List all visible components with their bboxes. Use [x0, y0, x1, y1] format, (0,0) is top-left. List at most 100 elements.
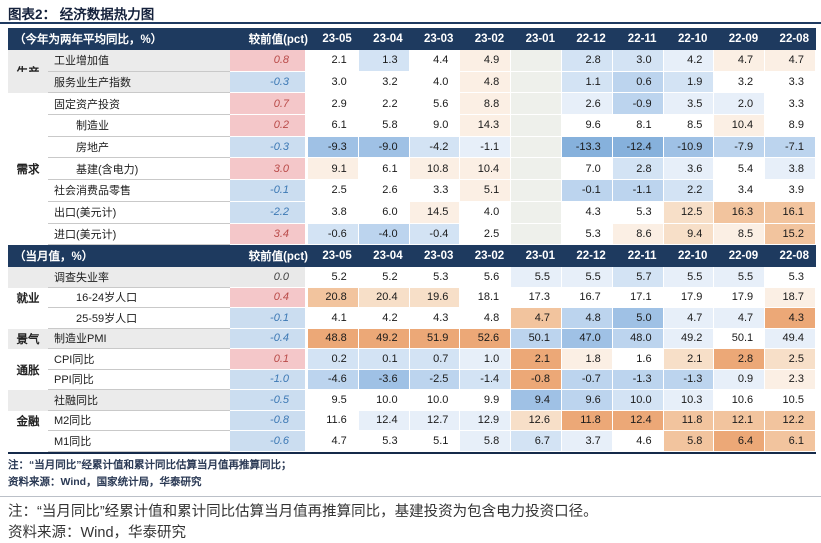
data-cell: 17.1	[612, 287, 664, 309]
row-label: PPI同比	[48, 370, 230, 391]
data-cell: 17.9	[663, 287, 715, 309]
prev-value-cell: -1.0	[230, 369, 308, 391]
data-cell: 5.7	[612, 267, 664, 288]
data-cell: 2.1	[663, 349, 715, 370]
data-cell: 3.2	[714, 71, 766, 94]
data-cell	[511, 223, 562, 246]
table-row: 出口(美元计) -2.2 3.8 6.0 14.5 4.0 4.3 5.3 12.5 16.3 16…	[8, 201, 816, 224]
column-header: 23-04	[373, 250, 403, 263]
data-cell: 7.0	[561, 158, 613, 181]
data-cell: 4.3	[765, 308, 816, 329]
data-cell: 3.9	[765, 180, 816, 202]
data-cell: 0.7	[409, 349, 461, 370]
data-cell: 5.3	[765, 267, 816, 288]
data-cell: -0.6	[308, 223, 359, 246]
data-cell: 9.4	[663, 223, 715, 246]
data-cell: 2.2	[663, 180, 715, 202]
data-cell: 1.3	[358, 50, 410, 72]
data-cell: 17.9	[714, 287, 766, 309]
data-cell: -1.1	[612, 180, 664, 202]
data-cell	[511, 115, 562, 137]
data-cell: 16.1	[765, 201, 816, 224]
data-cell: 1.0	[460, 349, 512, 370]
data-cell: 2.1	[308, 50, 359, 72]
data-cell: 4.4	[409, 50, 461, 72]
data-cell: 0.9	[714, 369, 766, 391]
prev-value-cell: 0.8	[230, 50, 308, 72]
data-cell: 2.2	[358, 93, 410, 116]
data-cell: 15.2	[765, 223, 816, 246]
group-cell	[8, 137, 48, 159]
group-cell: 金融	[8, 411, 48, 432]
data-cell: 8.8	[460, 93, 512, 116]
data-cell: 4.7	[308, 431, 359, 452]
data-cell	[511, 50, 562, 72]
prev-column-header: 较前值(pct)	[230, 28, 308, 50]
data-cell: 4.2	[663, 50, 715, 72]
group-label: 通胀	[16, 364, 40, 377]
data-cell: 3.8	[308, 201, 359, 224]
data-cell: 12.2	[765, 410, 816, 432]
group-cell	[8, 115, 48, 137]
data-cell: 5.1	[460, 180, 512, 202]
data-cell: 2.5	[308, 180, 359, 202]
data-cell: 5.8	[663, 431, 715, 452]
data-cell: 3.3	[409, 180, 461, 202]
row-label: M2同比	[48, 411, 230, 432]
data-cell: 5.3	[612, 201, 664, 224]
prev-value-cell: 0.0	[230, 267, 308, 288]
group-cell: 就业	[8, 288, 48, 309]
page-source-line: 资料来源：Wind，华泰研究	[8, 525, 187, 541]
data-cell: -1.3	[663, 369, 715, 391]
data-cell: 5.8	[460, 431, 512, 452]
prev-value-cell: -0.3	[230, 136, 308, 159]
data-cell: 12.7	[409, 410, 461, 432]
data-cell: 5.5	[714, 267, 766, 288]
data-cell	[511, 201, 562, 224]
data-cell: 20.4	[358, 287, 410, 309]
data-cell: 19.6	[409, 287, 461, 309]
data-cell: 1.6	[612, 349, 664, 370]
data-cell: -0.1	[561, 180, 613, 202]
data-cell: 4.9	[460, 50, 512, 72]
group-cell	[8, 267, 48, 288]
table-row: 通胀 CPI同比 0.1 0.2 0.1 0.7 1.0 2.1 1.8 1.6 2.1 2.8 2.5	[8, 349, 816, 377]
data-cell: 16.3	[714, 201, 766, 224]
data-cell: 5.1	[409, 431, 461, 452]
table-row: 进口(美元计) 3.4 -0.6 -4.0 -0.4 2.5 5.3 8.6 9.4 8.5 15.…	[8, 223, 816, 246]
data-cell: 4.1	[308, 308, 359, 329]
table-row: 制造业 0.2 6.1 5.8 9.0 14.3 9.6 8.1 8.5 10.4 8.9	[8, 115, 816, 137]
data-cell: 0.2	[308, 349, 359, 370]
column-header: 23-01	[525, 250, 555, 263]
data-cell: -7.9	[714, 136, 766, 159]
data-cell: 5.3	[358, 431, 410, 452]
data-cell: 14.3	[460, 115, 512, 137]
data-cell: 8.9	[765, 115, 816, 137]
data-cell: 9.0	[409, 115, 461, 137]
section-1: 生产工业增加值0.82.11.34.44.92.83.04.24.74.7服务业…	[8, 50, 816, 246]
data-cell: 51.9	[409, 328, 461, 350]
data-cell: 4.7	[765, 50, 816, 72]
data-cell: -4.6	[308, 369, 359, 391]
prev-value-cell: 3.4	[230, 223, 308, 246]
row-label: 房地产	[48, 137, 230, 159]
table-row: 房地产 -0.3 -9.3 -9.0 -4.2 -1.1 -13.3 -12.4 -10.9 -7…	[8, 136, 816, 159]
table-row: 社会消费品零售 -0.1 2.5 2.6 3.3 5.1 -0.1 -1.1 2.2 3.4 3.9	[8, 180, 816, 202]
data-cell: 5.0	[612, 308, 664, 329]
data-cell: 16.7	[561, 287, 613, 309]
column-header: 22-11	[627, 250, 657, 263]
group-cell	[8, 370, 48, 391]
data-cell: 4.0	[409, 71, 461, 94]
data-cell: 8.6	[612, 223, 664, 246]
prev-column-header-chip: 较前值(pct)	[248, 251, 308, 264]
row-label: 16-24岁人口	[48, 288, 230, 309]
data-cell: 4.7	[714, 50, 766, 72]
data-cell: -1.3	[612, 369, 664, 391]
prev-value-cell: -0.1	[230, 180, 308, 202]
column-header: 22-11	[627, 33, 657, 45]
group-cell: 景气	[8, 328, 48, 350]
data-cell: 3.5	[663, 93, 715, 116]
prev-value-cell: -0.4	[230, 328, 308, 350]
group-label: 就业	[16, 292, 40, 305]
data-cell: -1.4	[460, 369, 512, 391]
